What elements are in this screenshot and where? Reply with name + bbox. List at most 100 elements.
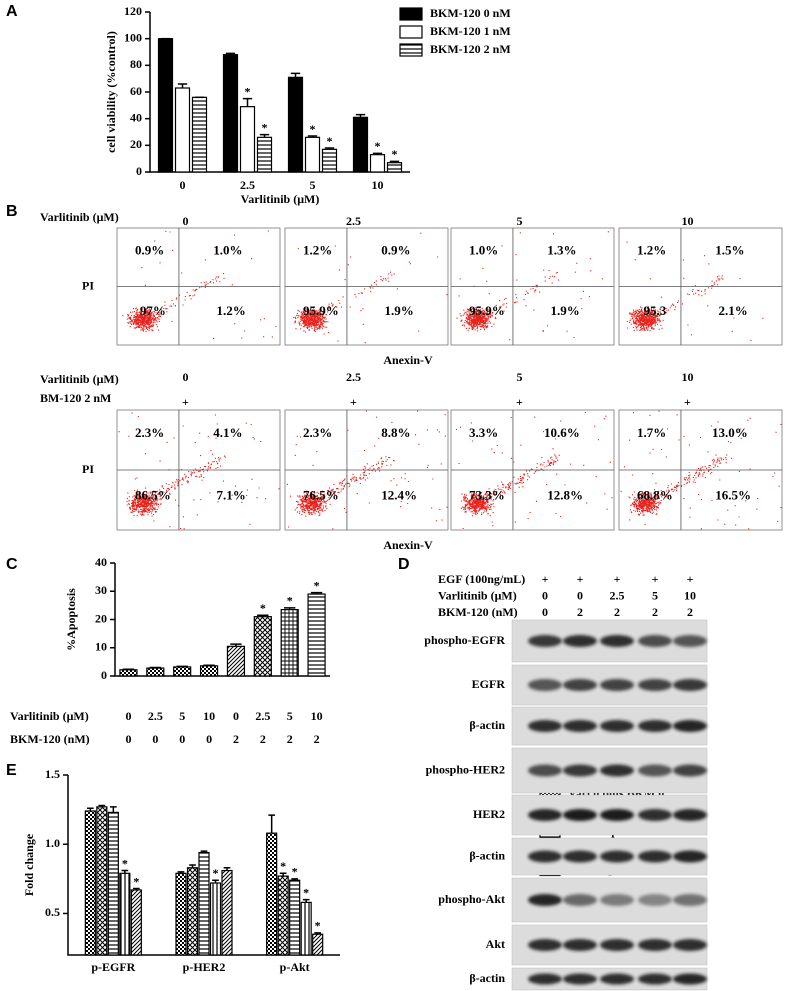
condition-value: + bbox=[577, 572, 584, 586]
quadrant-percent: 1.7% bbox=[637, 425, 666, 440]
condition-value: 10 bbox=[684, 588, 696, 602]
quadrant-percent: 1.2% bbox=[303, 242, 332, 257]
condition-value: 2.5 bbox=[610, 588, 625, 602]
quadrant-percent: 1.5% bbox=[715, 242, 744, 257]
blot-band bbox=[600, 720, 634, 732]
error-bar bbox=[230, 643, 242, 647]
quadrant-percent: 86.5% bbox=[135, 487, 171, 502]
event-dots bbox=[286, 410, 448, 530]
error-bar bbox=[291, 878, 298, 881]
y-axis-label: %Apoptosis bbox=[64, 588, 78, 651]
quadrant-percent: 0.9% bbox=[381, 242, 410, 257]
x-tick-label: 10 bbox=[372, 178, 384, 192]
x-tick-label: 10 bbox=[311, 709, 323, 723]
x-tick-label: 0 bbox=[180, 178, 186, 192]
blot-band bbox=[673, 973, 707, 985]
y-tick-label: 40 bbox=[95, 555, 107, 569]
bar bbox=[226, 645, 246, 677]
blot-label: phospho-HER2 bbox=[426, 762, 505, 776]
blot-band bbox=[600, 973, 634, 985]
quadrant-percent: 95.9% bbox=[303, 303, 339, 318]
blot-band bbox=[673, 720, 707, 732]
y-axis-label: cell viability (%control) bbox=[104, 31, 118, 153]
y-tick-label: 60 bbox=[130, 84, 142, 98]
event-dots bbox=[626, 241, 764, 341]
blot-band bbox=[638, 973, 672, 985]
blot-label: β-actin bbox=[469, 848, 505, 862]
panel-letter: B bbox=[6, 203, 18, 220]
quadrant-percent: 8.8% bbox=[381, 425, 410, 440]
error-bar bbox=[310, 591, 323, 595]
event-dots bbox=[456, 231, 609, 341]
x-tick-label: 5 bbox=[310, 178, 316, 192]
condition-value: + bbox=[516, 395, 523, 409]
error-bar bbox=[149, 666, 161, 669]
quadrant-percent: 1.9% bbox=[384, 303, 413, 318]
error-bar bbox=[121, 869, 129, 874]
condition-value: 2 bbox=[614, 605, 620, 619]
x-tick-label: 10 bbox=[203, 709, 215, 723]
quadrant-percent: 1.9% bbox=[550, 303, 579, 318]
blot-band bbox=[563, 973, 597, 985]
error-bar bbox=[307, 135, 318, 138]
condition-value: 0 bbox=[182, 214, 188, 228]
quadrant-percent: 68.8% bbox=[637, 487, 673, 502]
blot-band bbox=[638, 894, 672, 906]
x-tick-label: 0 bbox=[179, 732, 185, 746]
quadrant-percent: 12.8% bbox=[547, 487, 583, 502]
blot-band bbox=[600, 850, 634, 863]
blot-band bbox=[528, 939, 562, 951]
event-dots bbox=[620, 410, 782, 530]
blot-band bbox=[600, 635, 634, 647]
blot-band bbox=[673, 635, 707, 647]
x-axis-label: Varlitinib (μM) bbox=[241, 192, 320, 206]
bar bbox=[209, 882, 222, 956]
x-tick-label: p-EGFR bbox=[91, 960, 135, 974]
bar bbox=[307, 593, 326, 677]
blot bbox=[511, 877, 708, 923]
quadrant-percent: 1.2% bbox=[637, 242, 666, 257]
x-tick-label: 2.5 bbox=[240, 178, 255, 192]
quadrant-percent: 7.1% bbox=[216, 487, 245, 502]
condition-value: + bbox=[542, 572, 549, 586]
y-tick-label: 0.5 bbox=[45, 905, 60, 919]
blot-band bbox=[673, 764, 707, 777]
flow-plot: 2.3% 8.8% 76.5% 12.4% bbox=[284, 409, 449, 531]
significance-mark: * bbox=[327, 134, 333, 148]
blot-band bbox=[600, 894, 634, 906]
bar bbox=[369, 154, 386, 173]
blot-band bbox=[600, 679, 634, 691]
bar bbox=[174, 87, 191, 173]
y-axis-label: PI bbox=[82, 462, 94, 476]
blot-label: phospho-EGFR bbox=[424, 633, 505, 647]
quadrant-percent: 2.3% bbox=[135, 425, 164, 440]
error-bar bbox=[122, 668, 135, 670]
error-bar bbox=[314, 932, 321, 935]
legend-label: BKM-120 1 nM bbox=[430, 24, 511, 38]
blot-band bbox=[638, 850, 672, 863]
axis bbox=[67, 775, 340, 956]
blot-band bbox=[528, 679, 562, 691]
blot-band bbox=[638, 809, 672, 821]
bar bbox=[119, 669, 138, 677]
condition-value: 5 bbox=[652, 588, 658, 602]
quadrant-percent: 1.3% bbox=[547, 242, 576, 257]
blot-label: EGFR bbox=[472, 677, 506, 691]
blot bbox=[511, 664, 708, 706]
blot-band bbox=[528, 720, 562, 732]
blot-band bbox=[563, 635, 597, 647]
blot-band bbox=[563, 850, 597, 863]
blot-label: β-actin bbox=[469, 971, 505, 985]
y-tick-label: 40 bbox=[130, 110, 142, 124]
bar bbox=[266, 832, 278, 956]
error-bar bbox=[355, 113, 366, 118]
bar bbox=[199, 665, 219, 677]
bar bbox=[198, 851, 210, 956]
condition-value: + bbox=[687, 572, 694, 586]
condition-label: EGF (100ng/mL) bbox=[438, 572, 525, 586]
condition-value: + bbox=[182, 395, 189, 409]
error-bar bbox=[177, 83, 188, 88]
condition-value: + bbox=[350, 395, 357, 409]
